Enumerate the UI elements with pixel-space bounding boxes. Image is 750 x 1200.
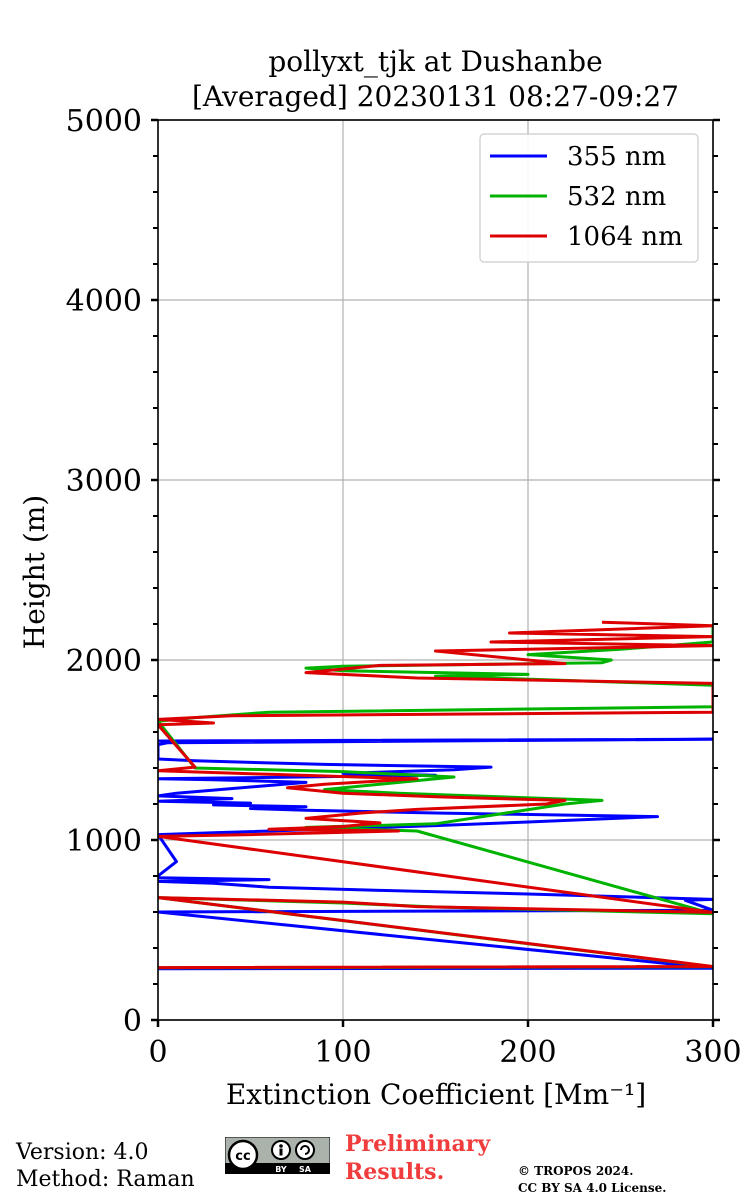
preliminary-label-line2: Results.: [345, 1159, 445, 1185]
x-tick-label: 300: [684, 1035, 741, 1070]
preliminary-label-line1: Preliminary: [345, 1131, 491, 1157]
y-axis-label: Height (m): [18, 495, 51, 649]
plot-frame: [157, 119, 714, 1021]
legend-label: 355 nm: [567, 142, 666, 172]
y-tick-label: 3000: [66, 464, 142, 499]
y-tick-label: 2000: [66, 644, 142, 679]
y-tick-label: 1000: [66, 824, 142, 859]
x-axis-label: Extinction Coefficient [Mm⁻¹]: [226, 1078, 646, 1111]
y-tick-label: 0: [123, 1004, 142, 1039]
legend: 355 nm 532 nm 1064 nm: [479, 133, 699, 263]
axis-ticks: 0 1000 2000 3000 4000 5000 0 100 200 300: [66, 104, 742, 1070]
cc-by-sa-badge: cc BY SA: [225, 1137, 330, 1174]
copyright-line1: © TROPOS 2024.: [518, 1164, 634, 1178]
version-text: Version: 4.0: [16, 1140, 149, 1165]
extinction-chart: 0 1000 2000 3000 4000 5000 0 100 200 300 pollyxt_…: [18, 45, 742, 1111]
legend-box: [479, 133, 699, 263]
series-layer: [158, 620, 713, 971]
copyright-line2: CC BY SA 4.0 License.: [518, 1181, 667, 1195]
x-tick-label: 0: [148, 1035, 167, 1070]
by-label: BY: [275, 1165, 287, 1174]
x-tick-label: 100: [314, 1035, 371, 1070]
chart-title-line1: pollyxt_tjk at Dushanbe: [268, 45, 602, 78]
x-tick-label: 200: [499, 1035, 556, 1070]
cc-icon-text: cc: [235, 1149, 250, 1164]
y-tick-label: 4000: [66, 284, 142, 319]
series-line-1064-nm: [158, 620, 713, 970]
sa-label: SA: [299, 1165, 312, 1174]
legend-label: 1064 nm: [567, 222, 683, 252]
legend-label: 532 nm: [567, 182, 666, 212]
series-line-355-nm: [158, 737, 713, 971]
sa-recycle-icon: [300, 1145, 310, 1155]
y-tick-label: 5000: [66, 104, 142, 139]
by-person-icon: [279, 1144, 283, 1148]
method-text: Method: Raman: [16, 1167, 195, 1192]
chart-title-line2: [Averaged] 20230131 08:27-09:27: [192, 80, 679, 113]
